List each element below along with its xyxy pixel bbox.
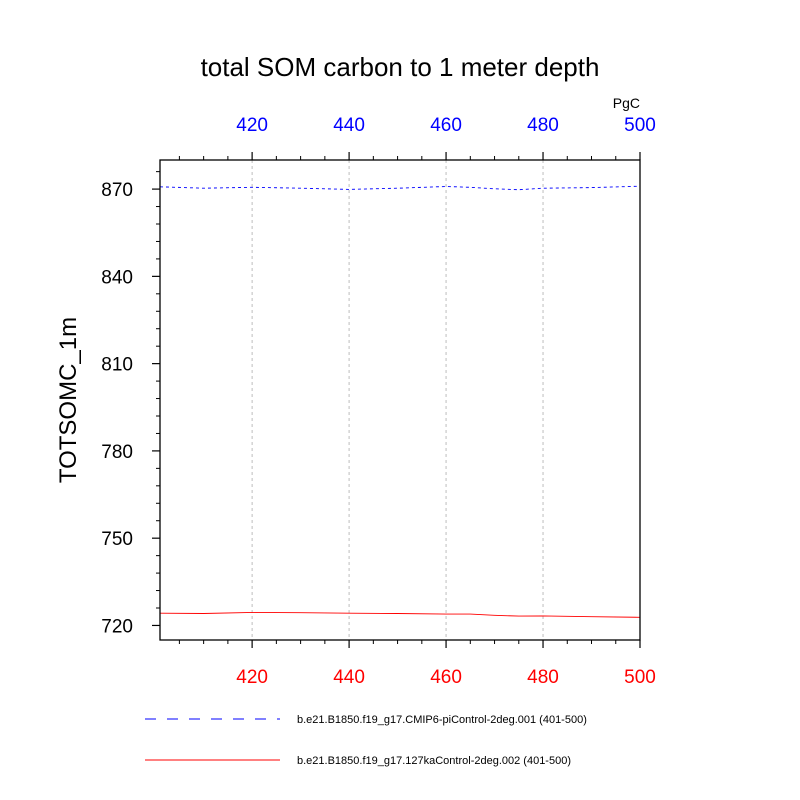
x-tick-label-top: 500 bbox=[624, 115, 656, 136]
legend-label-cmip6-picontrol: b.e21.B1850.f19_g17.CMIP6-piControl-2deg… bbox=[297, 714, 587, 726]
y-tick-label: 870 bbox=[101, 180, 133, 201]
y-tick-label: 840 bbox=[101, 267, 133, 288]
x-tick-label-bottom: 420 bbox=[236, 667, 268, 688]
legend: b.e21.B1850.f19_g17.CMIP6-piControl-2deg… bbox=[145, 714, 587, 767]
grid bbox=[251, 160, 544, 640]
x-tick-label-top: 420 bbox=[236, 115, 268, 136]
x-tick-label-top: 460 bbox=[430, 115, 462, 136]
x-tick-label-bottom: 500 bbox=[624, 667, 656, 688]
series-line-1 bbox=[159, 611, 641, 618]
units-label: PgC bbox=[613, 95, 640, 111]
ticks bbox=[152, 152, 641, 648]
y-axis-label: TOTSOMC_1m bbox=[55, 317, 82, 483]
series-line-0 bbox=[159, 185, 641, 191]
y-tick-label: 810 bbox=[101, 355, 133, 376]
tick-labels: 420 420 440 440 460 460 480 480 500 500 720 750 780 8… bbox=[101, 115, 656, 688]
chart-title: total SOM carbon to 1 meter depth bbox=[201, 52, 600, 82]
y-tick-label: 720 bbox=[101, 616, 133, 637]
y-tick-label: 750 bbox=[101, 529, 133, 550]
x-tick-label-top: 480 bbox=[527, 115, 559, 136]
plot-lines bbox=[159, 185, 641, 618]
y-tick-label: 780 bbox=[101, 442, 133, 463]
x-tick-label-bottom: 460 bbox=[430, 667, 462, 688]
x-tick-label-bottom: 440 bbox=[333, 667, 365, 688]
x-tick-label-bottom: 480 bbox=[527, 667, 559, 688]
legend-label-127ka-control: b.e21.B1850.f19_g17.127kaControl-2deg.00… bbox=[297, 755, 571, 767]
plot-frame bbox=[159, 159, 641, 641]
x-tick-label-top: 440 bbox=[333, 115, 365, 136]
